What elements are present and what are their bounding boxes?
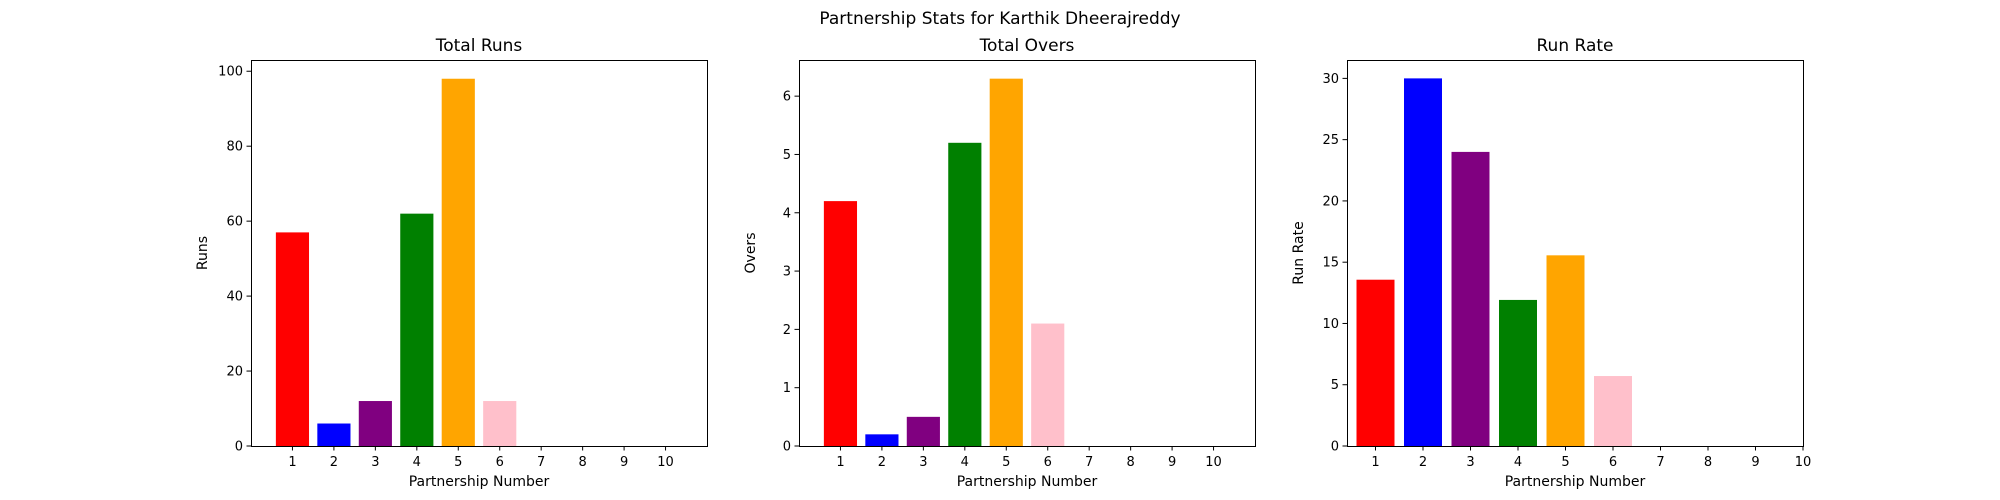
y-tick-label: 80 xyxy=(226,140,243,155)
bar-2 xyxy=(1404,78,1442,446)
y-tick-label: 4 xyxy=(783,206,791,221)
y-axis-label: Overs xyxy=(743,233,759,274)
bar-2 xyxy=(317,423,351,446)
bar-3 xyxy=(358,401,392,446)
x-tick-label: 3 xyxy=(1466,455,1474,470)
y-tick-label: 0 xyxy=(235,440,243,455)
y-tick-label: 20 xyxy=(1322,194,1339,209)
y-axis-ticks: 0 1 2 3 4 5 6 xyxy=(783,90,799,455)
x-tick-label: 5 xyxy=(1561,455,1569,470)
bar-4 xyxy=(400,213,434,446)
y-tick-label: 60 xyxy=(226,215,243,230)
bar-6 xyxy=(483,401,517,446)
bar-3 xyxy=(906,416,940,446)
subplot-total-overs: 1 2 3 4 5 6 7 8 9 10 0 1 2 3 4 5 6 Total Overs Partners… xyxy=(743,36,1256,490)
x-tick-label: 8 xyxy=(578,455,586,470)
x-axis-label: Partnership Number xyxy=(409,474,550,490)
x-axis-label: Partnership Number xyxy=(957,474,1098,490)
y-tick-label: 20 xyxy=(226,365,243,380)
x-tick-label: 1 xyxy=(836,455,844,470)
x-tick-label: 9 xyxy=(620,455,628,470)
x-axis-label: Partnership Number xyxy=(1505,474,1646,490)
x-tick-label: 1 xyxy=(1371,455,1379,470)
subplot-title: Run Rate xyxy=(1537,36,1614,56)
subplot-total-runs: 1 2 3 4 5 6 7 8 9 10 0 20 40 60 80 100 Total Runs Part… xyxy=(195,36,708,490)
x-tick-label: 7 xyxy=(537,455,545,470)
y-tick-label: 15 xyxy=(1322,256,1339,271)
bar-1 xyxy=(275,232,310,446)
y-tick-label: 5 xyxy=(783,148,791,163)
bars-group xyxy=(275,78,517,447)
subplot-title: Total Overs xyxy=(979,36,1075,56)
bar-6 xyxy=(1031,323,1065,446)
x-axis-ticks: 1 2 3 4 5 6 7 8 9 10 xyxy=(1371,446,1811,470)
y-tick-label: 2 xyxy=(783,323,791,338)
x-tick-label: 10 xyxy=(1795,455,1812,470)
y-tick-label: 3 xyxy=(783,265,791,280)
x-tick-label: 3 xyxy=(371,455,379,470)
bar-4 xyxy=(948,142,982,447)
y-tick-label: 100 xyxy=(218,65,243,80)
y-tick-label: 0 xyxy=(783,440,791,455)
bar-6 xyxy=(1594,376,1632,446)
x-tick-label: 8 xyxy=(1704,455,1712,470)
bar-5 xyxy=(989,78,1023,446)
y-axis-label: Run Rate xyxy=(1291,221,1307,284)
bar-1 xyxy=(1356,279,1395,446)
subplot-run-rate: 1 2 3 4 5 6 7 8 9 10 0 5 10 15 20 25 30 Run Rate Partne… xyxy=(1291,36,1811,490)
bars-group xyxy=(1356,78,1632,446)
bars-group xyxy=(823,78,1065,447)
plot-frame xyxy=(1347,60,1804,447)
x-tick-label: 2 xyxy=(878,455,886,470)
x-tick-label: 10 xyxy=(1205,455,1222,470)
bar-5 xyxy=(441,78,475,447)
y-axis-ticks: 0 5 10 15 20 25 30 xyxy=(1322,72,1347,455)
y-tick-label: 0 xyxy=(1331,440,1339,455)
y-tick-label: 40 xyxy=(226,290,243,305)
x-tick-label: 4 xyxy=(961,455,969,470)
x-axis-ticks: 1 2 3 4 5 6 7 8 9 10 xyxy=(836,446,1222,470)
bar-3 xyxy=(1451,151,1490,446)
x-tick-label: 8 xyxy=(1126,455,1134,470)
x-tick-label: 6 xyxy=(496,455,504,470)
y-tick-label: 30 xyxy=(1322,72,1339,87)
x-tick-label: 9 xyxy=(1751,455,1759,470)
subplot-title: Total Runs xyxy=(435,36,523,56)
x-tick-label: 3 xyxy=(919,455,927,470)
y-axis-label: Runs xyxy=(195,236,211,270)
x-tick-label: 4 xyxy=(413,455,421,470)
y-axis-ticks: 0 20 40 60 80 100 xyxy=(218,65,251,455)
x-axis-ticks: 1 2 3 4 5 6 7 8 9 10 xyxy=(288,446,674,470)
plot-frame xyxy=(251,60,708,447)
x-tick-label: 2 xyxy=(1419,455,1427,470)
x-tick-label: 6 xyxy=(1609,455,1617,470)
x-tick-label: 1 xyxy=(288,455,296,470)
y-tick-label: 5 xyxy=(1331,378,1339,393)
x-tick-label: 5 xyxy=(454,455,462,470)
bar-5 xyxy=(1546,255,1585,446)
x-tick-label: 7 xyxy=(1085,455,1093,470)
y-tick-label: 10 xyxy=(1322,317,1339,332)
bar-4 xyxy=(1499,299,1537,446)
x-tick-label: 5 xyxy=(1002,455,1010,470)
x-tick-label: 4 xyxy=(1514,455,1522,470)
y-tick-label: 25 xyxy=(1322,133,1339,148)
x-tick-label: 7 xyxy=(1656,455,1664,470)
y-tick-label: 1 xyxy=(783,381,791,396)
plot-frame xyxy=(799,60,1256,447)
bar-2 xyxy=(865,434,899,446)
figure-suptitle: Partnership Stats for Karthik Dheerajred… xyxy=(819,9,1180,29)
x-tick-label: 10 xyxy=(657,455,674,470)
x-tick-label: 9 xyxy=(1168,455,1176,470)
bar-1 xyxy=(823,201,858,446)
x-tick-label: 6 xyxy=(1044,455,1052,470)
x-tick-label: 2 xyxy=(330,455,338,470)
y-tick-label: 6 xyxy=(783,90,791,105)
